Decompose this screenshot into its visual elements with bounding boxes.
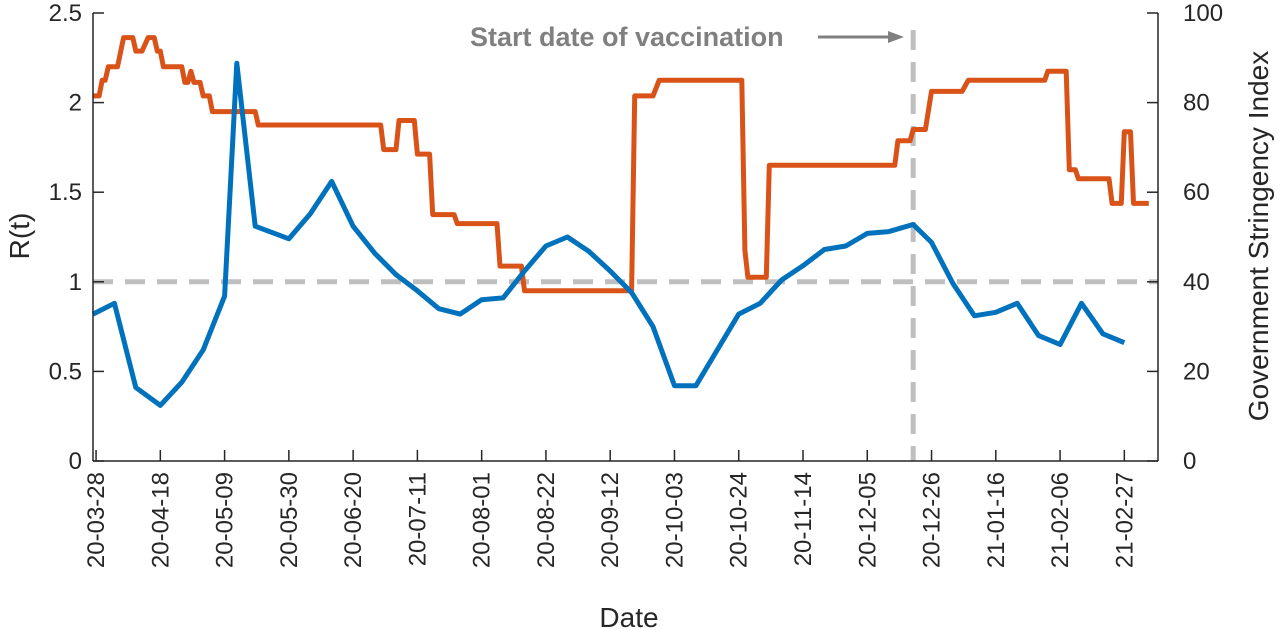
y-tick-label-left: 0 bbox=[69, 448, 82, 475]
x-tick-label: 20-12-05 bbox=[854, 472, 881, 568]
reference-lines bbox=[93, 30, 1158, 461]
x-tick-label: 20-08-22 bbox=[533, 472, 560, 568]
x-tick-label: 21-01-16 bbox=[983, 472, 1010, 568]
x-tick-label: 20-11-14 bbox=[790, 472, 817, 566]
y-tick-label-right: 60 bbox=[1183, 179, 1210, 206]
y-tick-label-right: 80 bbox=[1183, 90, 1210, 117]
stringency-index-line bbox=[93, 35, 1149, 294]
y-tick-label-right: 0 bbox=[1183, 448, 1196, 475]
y-axis-title-left: R(t) bbox=[4, 213, 35, 260]
x-tick-label: 21-02-27 bbox=[1111, 472, 1138, 568]
y-tick-label-right: 20 bbox=[1183, 358, 1210, 385]
x-tick-label: 20-03-28 bbox=[83, 472, 110, 568]
x-tick-label: 21-02-06 bbox=[1047, 472, 1074, 568]
y-tick-label-left: 2.5 bbox=[49, 0, 82, 27]
y-tick-label-left: 1.5 bbox=[49, 179, 82, 206]
series-layer bbox=[91, 35, 1149, 408]
rt-line bbox=[91, 60, 1126, 408]
x-tick-label: 20-05-09 bbox=[212, 472, 239, 568]
x-tick-label: 20-10-24 bbox=[726, 472, 753, 568]
axes bbox=[92, 13, 1159, 462]
x-tick-label: 20-04-18 bbox=[147, 472, 174, 568]
vaccination-annotation: Start date of vaccination bbox=[470, 22, 784, 52]
tick-labels: 0 0.5 1 1.5 2 2.5 0 20 40 60 80 100 20-03-28 20-04-18… bbox=[49, 0, 1223, 568]
x-tick-label: 20-05-30 bbox=[276, 472, 303, 568]
x-tick-label: 20-06-20 bbox=[340, 472, 367, 568]
x-tick-label: 20-07-11 bbox=[404, 472, 431, 566]
y-tick-label-left: 2 bbox=[69, 90, 82, 117]
y-axis-title-right: Government Stringency Index bbox=[1243, 51, 1274, 421]
x-tick-label: 20-12-26 bbox=[919, 472, 946, 568]
y-tick-label-left: 1 bbox=[69, 269, 82, 296]
x-axis-title: Date bbox=[599, 602, 658, 630]
y-tick-label-right: 40 bbox=[1183, 269, 1210, 296]
x-tick-label: 20-08-01 bbox=[469, 472, 496, 568]
y-tick-label-right: 100 bbox=[1183, 0, 1223, 27]
annotation-arrow bbox=[818, 31, 904, 43]
x-tick-label: 20-10-03 bbox=[662, 472, 689, 568]
x-tick-label: 20-09-12 bbox=[597, 472, 624, 568]
y-tick-label-left: 0.5 bbox=[49, 358, 82, 385]
